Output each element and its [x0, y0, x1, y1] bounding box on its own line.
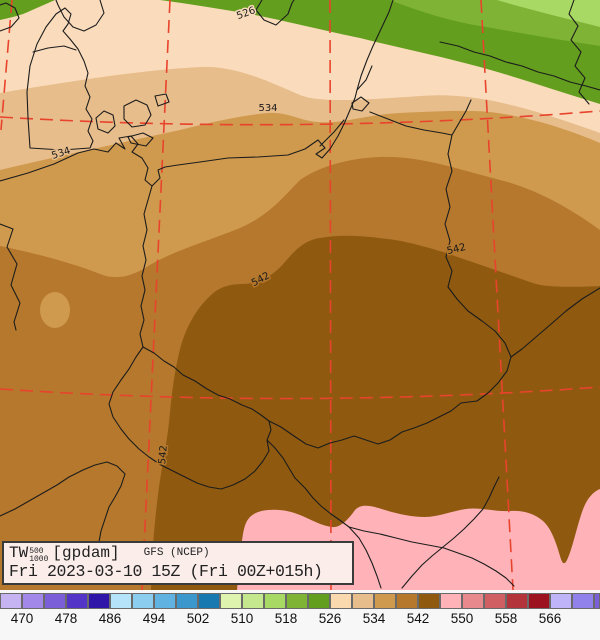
funen-island: [95, 110, 116, 134]
border-pl-ua: [447, 286, 512, 404]
parallel-55n: [0, 110, 600, 126]
colorbar-tick: 542: [406, 611, 430, 626]
border-at-sk: [294, 477, 350, 528]
contour-label-542: 542: [157, 445, 170, 465]
border-lt-by: [439, 41, 600, 91]
colorbar-cell-574: [594, 593, 600, 609]
level-bottom: 1000: [29, 554, 49, 564]
level-top: 500: [29, 546, 44, 556]
colorbar-cell-498: [176, 593, 198, 609]
coastlines-borders: [0, 0, 600, 589]
colorbar-cell-566: [550, 593, 572, 609]
colorbar-cell-514: [264, 593, 286, 609]
nw-corner-coast: [0, 2, 20, 32]
colorbar-tick: 478: [54, 611, 78, 626]
contour-label-542: 542: [446, 242, 467, 257]
border-ua-carpathians: [510, 287, 600, 358]
colorbar-tick: 526: [318, 611, 342, 626]
colorbar-cell-522: [308, 593, 330, 609]
colorbar-cell-562: [528, 593, 550, 609]
vistula-spit: [319, 119, 345, 147]
colorbar-cell-538: [396, 593, 418, 609]
curonian-lagoon: [356, 65, 373, 91]
border-de-at-alps: [0, 461, 126, 543]
colorbar-cell-510: [242, 593, 264, 609]
bornholm-island: [154, 93, 170, 107]
colorbar-cell-542: [418, 593, 440, 609]
meridian-25e: [480, 0, 514, 590]
baltic-coast: [0, 0, 394, 187]
scania-coast: [255, 0, 295, 26]
colorbar-tick: 534: [362, 611, 386, 626]
border-at-hu-south: [348, 526, 382, 589]
band-522-526-west: [0, 0, 55, 20]
colorbar-tick: 550: [450, 611, 474, 626]
czechia-outline: [108, 346, 272, 490]
param-units: [gpdam]: [52, 544, 120, 563]
model-name: GFS (NCEP): [143, 547, 210, 560]
colorbar-tick: 494: [142, 611, 166, 626]
parallel-50n: [0, 386, 600, 400]
border-cz-sk: [266, 439, 296, 479]
border-lt-lv: [568, 0, 590, 105]
colorbar-cell-570: [572, 593, 594, 609]
colorbar-cell-486: [110, 593, 132, 609]
colorbar-cell-478: [66, 593, 88, 609]
zealand-island: [123, 99, 152, 128]
meridian-10e: [0, 0, 13, 131]
colorbar-tick: 558: [494, 611, 518, 626]
local-minimum-blob: [40, 292, 70, 328]
border-pl-lt: [451, 99, 472, 136]
border-pl-by-east: [444, 134, 453, 288]
colorbar-cell-530: [352, 593, 374, 609]
colorbar-cell-558: [506, 593, 528, 609]
border-hu-ua-diagonal: [401, 476, 500, 589]
colorbar-cell-554: [484, 593, 506, 609]
colorbar-cell-494: [154, 593, 176, 609]
latlon-grid: [0, 0, 600, 590]
border-pl-sk: [268, 402, 462, 449]
colorbar-tick: 566: [538, 611, 562, 626]
colorbar-cell-550: [462, 593, 484, 609]
norway-coast: [55, 0, 105, 32]
contour-bands: [0, 0, 600, 590]
colorbar-cell-490: [132, 593, 154, 609]
colorbar-cell-534: [374, 593, 396, 609]
colorbar-cell-466: [0, 593, 22, 609]
contour-label-534: 534: [258, 103, 277, 114]
colorbar-tick: 510: [230, 611, 254, 626]
colorbar-cell-470: [22, 593, 44, 609]
jutland-coast: [26, 7, 94, 151]
meridian-15e: [141, 0, 171, 590]
lolland-island: [127, 132, 154, 147]
colorbar-cell-502: [198, 593, 220, 609]
border-ru-pl: [369, 111, 453, 136]
colorbar-tick: 502: [186, 611, 210, 626]
colorbar-cell-482: [88, 593, 110, 609]
colorbar-cell-546: [440, 593, 462, 609]
param-levels: 500 1000: [29, 546, 49, 564]
colorbar-cell-474: [44, 593, 66, 609]
sambia-peninsula: [351, 96, 370, 112]
valid-time: Fri 2023-03-10 15Z (Fri 00Z+015h): [9, 562, 323, 581]
border-nl-de: [0, 223, 21, 331]
border-pl-de-oder: [139, 185, 153, 348]
colorbar-cell-506: [220, 593, 242, 609]
colorbar-cell-526: [330, 593, 352, 609]
colorbar-tick: 486: [98, 611, 122, 626]
colorbar: 470 478 486 494 502 510 518 526 534 542 550 558 566: [0, 590, 600, 640]
limfjord-line: [32, 45, 77, 53]
border-pl-cz: [142, 346, 270, 422]
colorbar-cell-518: [286, 593, 308, 609]
param-name: TW: [9, 544, 29, 563]
info-box-line1: TW 500 1000 [gpdam] GFS (NCEP): [9, 544, 347, 563]
colorbar-tick: 470: [10, 611, 34, 626]
border-hu-horizontal: [348, 526, 515, 587]
meridian-20e: [329, 0, 332, 590]
colorbar-tick: 518: [274, 611, 298, 626]
info-box: TW 500 1000 [gpdam] GFS (NCEP) Fri 2023-…: [2, 541, 354, 585]
